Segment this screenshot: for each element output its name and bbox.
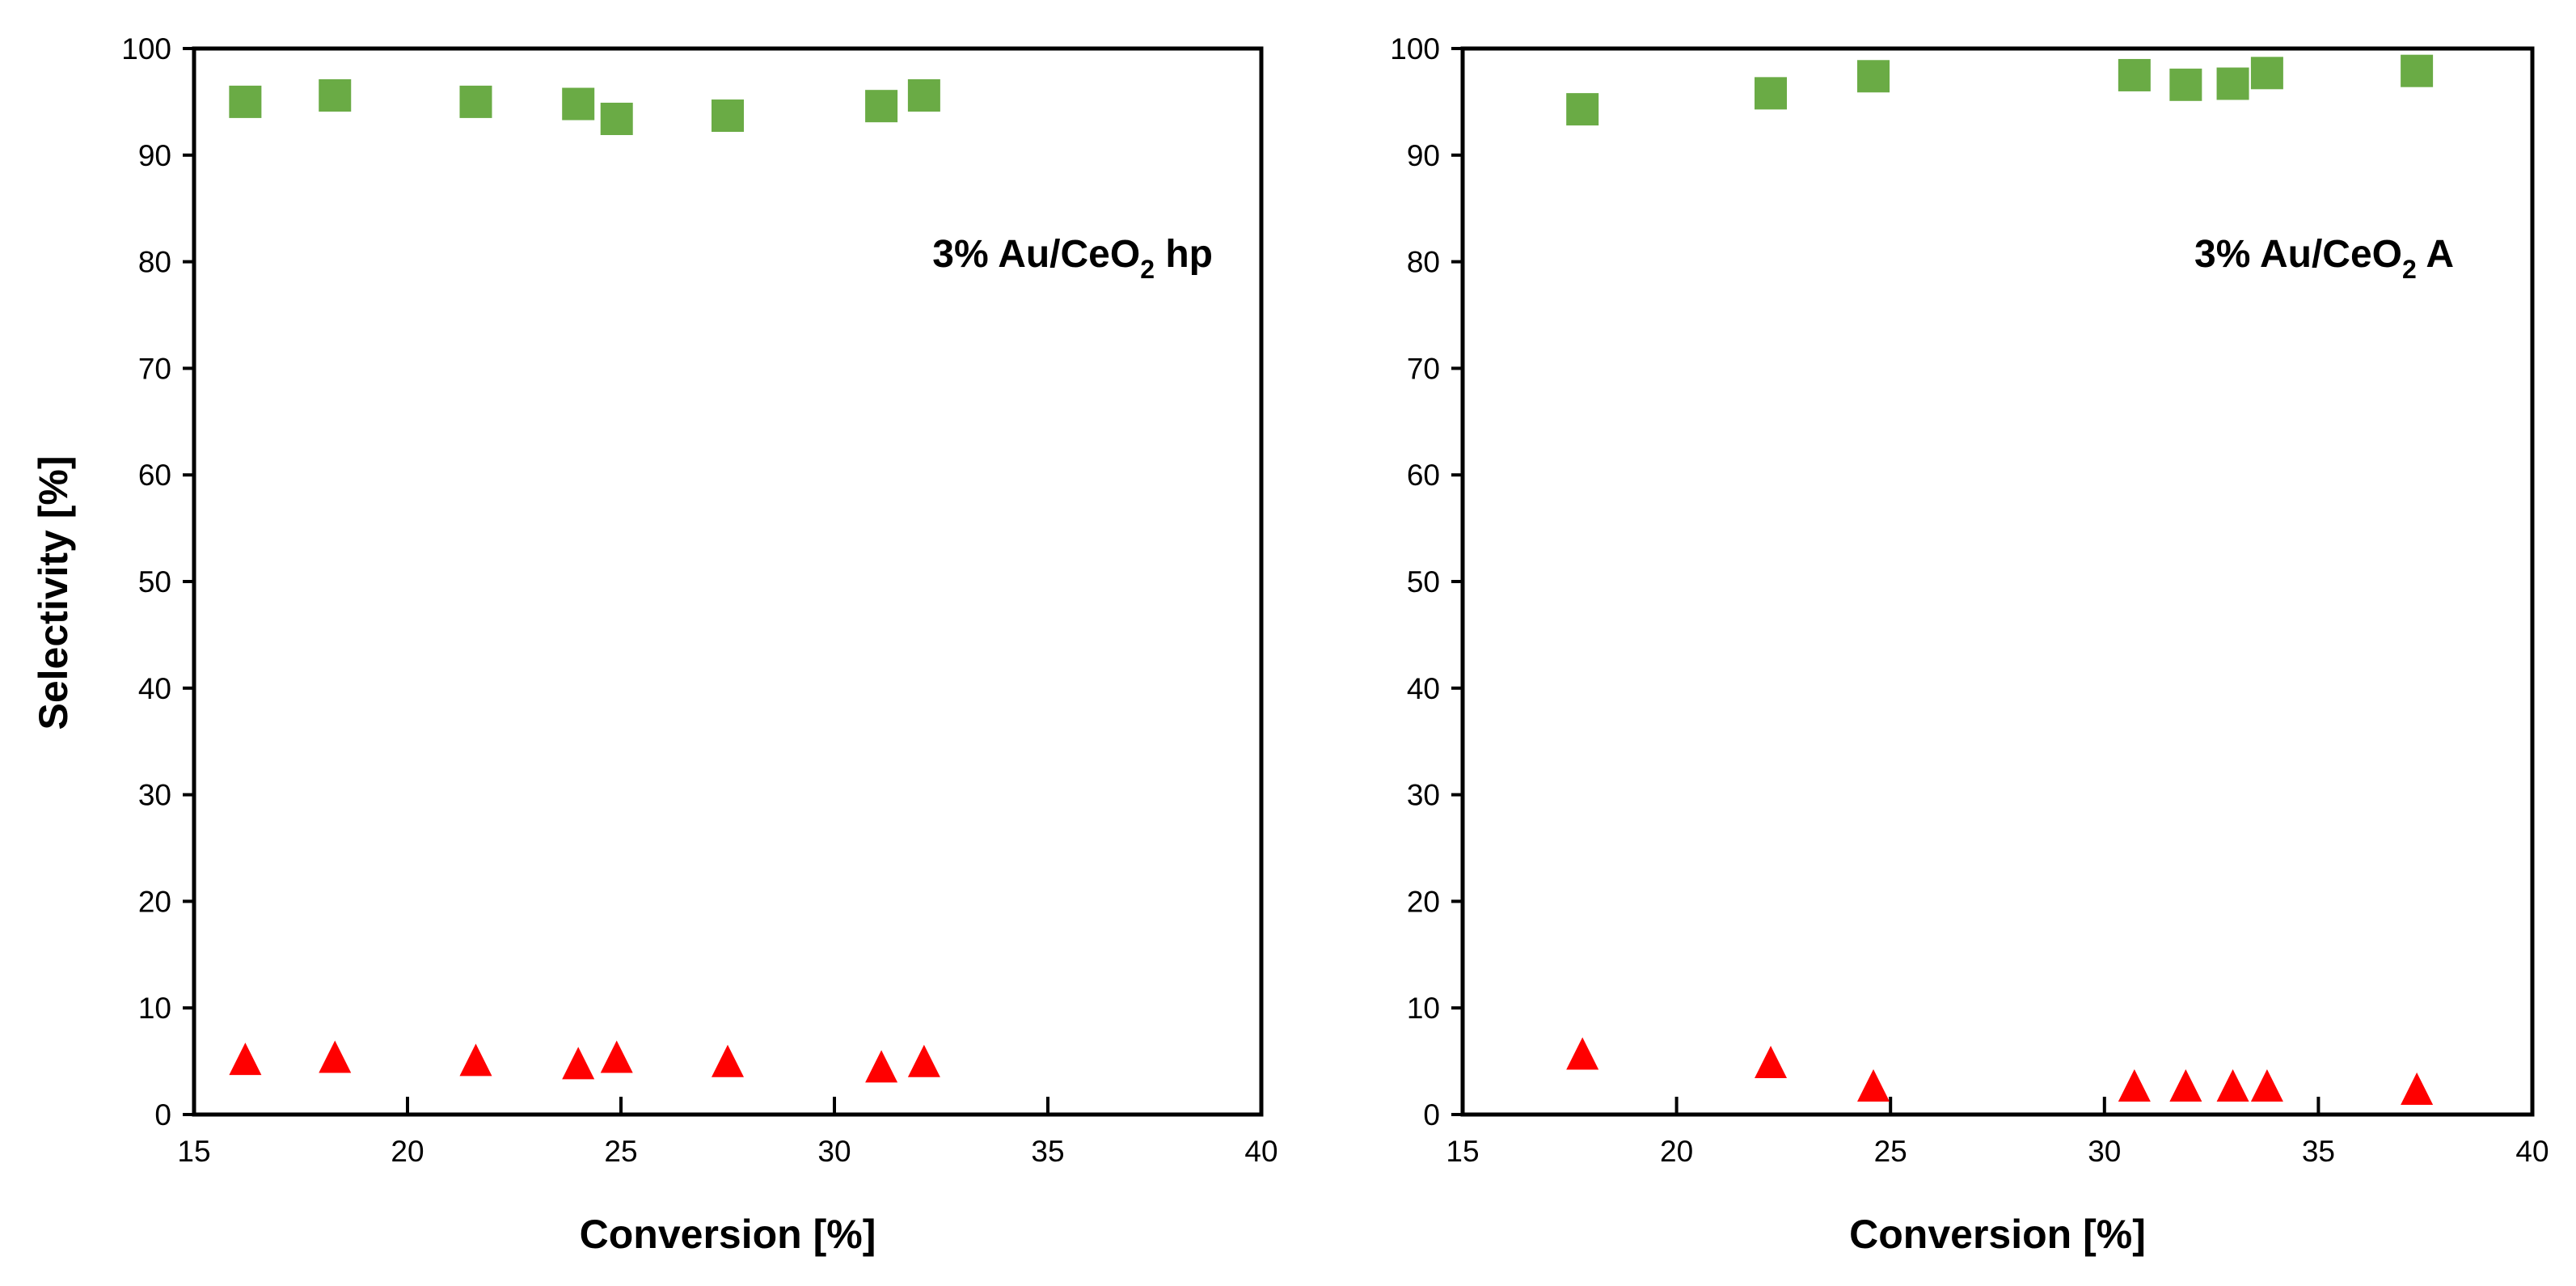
- y-tick-label: 0: [1423, 1098, 1440, 1132]
- red-triangle-point: [1566, 1037, 1599, 1070]
- y-axis-title: Selectivity [%]: [31, 455, 76, 730]
- y-tick-label: 10: [138, 992, 171, 1025]
- panel-label: 3% Au/CeO2 A: [2194, 233, 2454, 284]
- red-triangle-point: [1755, 1046, 1788, 1079]
- y-tick-label: 20: [138, 885, 171, 918]
- panel-label-suffix: A: [2417, 233, 2454, 276]
- x-tick-label: 25: [1874, 1135, 1907, 1168]
- x-tick-label: 25: [604, 1135, 637, 1168]
- green-square-point: [2118, 58, 2151, 91]
- x-axis-title: Conversion [%]: [1849, 1212, 2146, 1257]
- y-tick-label: 30: [138, 779, 171, 812]
- red-triangle-point: [2169, 1069, 2202, 1102]
- panel-label-suffix: hp: [1155, 233, 1213, 276]
- green-square-point: [459, 85, 492, 118]
- x-tick-label: 30: [817, 1135, 851, 1168]
- plot-frame: [1460, 46, 2535, 1117]
- green-square-point: [600, 102, 633, 135]
- left-chart-panel: 0 10 20 30 40 50 60 70 80 90 100 15 20 25 30 35 40 Conver…: [121, 32, 1277, 1257]
- panel-label-text: 3% Au/CeO: [932, 233, 1140, 276]
- green-square-point: [712, 99, 744, 133]
- red-triangle-point: [229, 1043, 262, 1076]
- y-tick-label: 60: [1407, 459, 1440, 492]
- red-triangle-point: [712, 1044, 744, 1077]
- red-triangle-point: [319, 1040, 352, 1073]
- x-tick-label: 15: [1446, 1135, 1479, 1168]
- y-tick-label: 40: [1407, 672, 1440, 705]
- red-triangle-point: [459, 1043, 492, 1077]
- panel-label: 3% Au/CeO2 hp: [932, 233, 1213, 284]
- red-triangle-point: [600, 1040, 633, 1073]
- x-tick-label: 35: [2302, 1135, 2335, 1168]
- y-tick-label: 50: [1407, 565, 1440, 599]
- green-square-point: [2250, 57, 2283, 90]
- x-axis-title: Conversion [%]: [580, 1212, 876, 1257]
- panel-label-subscript: 2: [2402, 255, 2417, 284]
- x-tick-label: 40: [1244, 1135, 1277, 1168]
- y-tick-label: 40: [138, 672, 171, 705]
- red-triangle-point: [1857, 1069, 1890, 1102]
- red-triangle-point: [865, 1050, 898, 1083]
- green-square-point: [2169, 68, 2202, 101]
- red-triangle-point: [2250, 1069, 2283, 1102]
- y-tick-label: 50: [138, 565, 171, 599]
- green-square-point: [1755, 77, 1788, 110]
- x-tick-label: 35: [1031, 1135, 1064, 1168]
- green-square-point: [2216, 67, 2249, 100]
- green-square-point: [1566, 93, 1599, 126]
- y-tick-label: 80: [138, 246, 171, 279]
- x-tick-label: 20: [391, 1135, 424, 1168]
- panel-label-text: 3% Au/CeO: [2194, 233, 2402, 276]
- red-triangle-point: [2118, 1069, 2151, 1102]
- y-tick-label: 100: [121, 32, 171, 66]
- green-square-point: [907, 78, 940, 112]
- green-square-point: [562, 87, 595, 121]
- plot-frame: [192, 46, 1264, 1117]
- green-square-point: [865, 90, 898, 123]
- y-tick-label: 90: [138, 139, 171, 172]
- panel-label-subscript: 2: [1140, 255, 1155, 284]
- y-tick-label: 10: [1407, 992, 1440, 1025]
- green-square-point: [2401, 54, 2434, 87]
- x-tick-label: 40: [2515, 1135, 2549, 1168]
- red-triangle-point: [907, 1044, 940, 1077]
- green-square-point: [1857, 60, 1890, 93]
- y-tick-label: 80: [1407, 246, 1440, 279]
- red-triangle-point: [562, 1047, 595, 1080]
- red-triangle-point: [2401, 1072, 2434, 1106]
- right-chart-panel: 0 10 20 30 40 50 60 70 80 90 100 15 20 25 30 35 40 Conver…: [1390, 32, 2549, 1257]
- red-triangle-point: [2216, 1069, 2249, 1102]
- y-tick-label: 30: [1407, 779, 1440, 812]
- y-tick-label: 20: [1407, 885, 1440, 918]
- green-square-point: [319, 78, 352, 112]
- y-tick-label: 70: [138, 352, 171, 385]
- y-tick-label: 100: [1390, 32, 1440, 66]
- y-tick-label: 0: [154, 1098, 171, 1132]
- y-tick-label: 60: [138, 459, 171, 492]
- y-tick-label: 90: [1407, 139, 1440, 172]
- x-tick-label: 20: [1660, 1135, 1693, 1168]
- x-tick-label: 30: [2088, 1135, 2121, 1168]
- green-square-point: [229, 85, 262, 118]
- x-tick-label: 15: [177, 1135, 210, 1168]
- y-tick-label: 70: [1407, 352, 1440, 385]
